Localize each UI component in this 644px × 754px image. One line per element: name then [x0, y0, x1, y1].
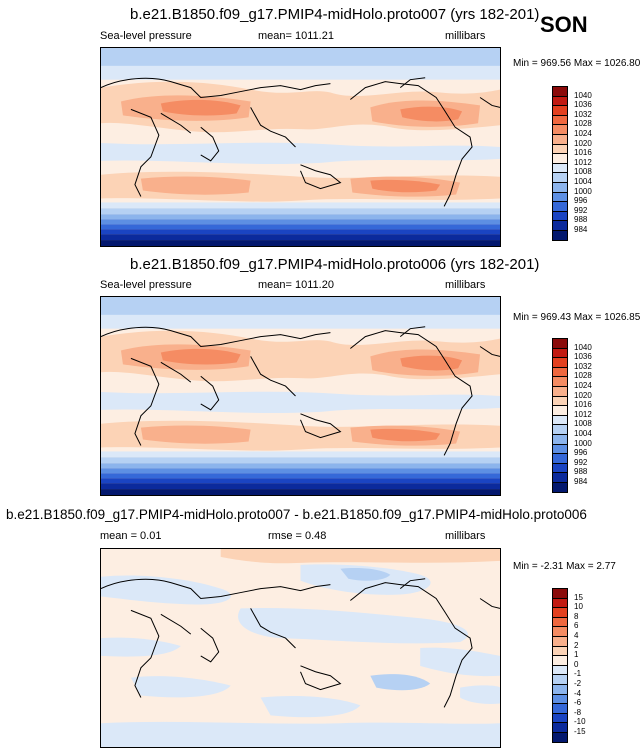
panel-1-colorbar-tick-label: 988	[574, 215, 588, 225]
panel-1-map	[100, 47, 501, 247]
panel-3-colorbar-tick-label: -2	[574, 679, 582, 688]
panel-3-colorbar-tick-label: -4	[574, 688, 582, 698]
panel-3-colorbar-tick-label: 15	[574, 592, 583, 602]
panel-2-colorbar-tick-label: 992	[574, 457, 588, 467]
season-label: SON	[540, 12, 588, 37]
panel-2-title: b.e21.B1850.f09_g17.PMIP4-midHolo.proto0…	[130, 256, 540, 273]
panel-2-minmax: Min = 969.43 Max = 1026.85	[513, 312, 641, 323]
panel-1-colorbar-tick-label: 984	[574, 225, 588, 234]
panel-1-colorbar-tick-label: 1024	[574, 129, 592, 138]
panel-2-colorbar-swatch	[552, 482, 568, 493]
panel-1-title: b.e21.B1850.f09_g17.PMIP4-midHolo.proto0…	[130, 6, 540, 23]
panel-3-minmax: Min = -2.31 Max = 2.77	[513, 561, 616, 572]
panel-1-colorbar-tick-label: 1020	[574, 138, 592, 148]
panel-1-colorbar-tick-label: 1000	[574, 186, 592, 196]
panel-3-colorbar-tick-label: 10	[574, 602, 583, 612]
panel-3-colorbar-tick-label: 8	[574, 611, 579, 621]
panel-1-colorbar-tick-label: 996	[574, 196, 588, 206]
panel-1-mean-label: mean= 1011.21	[258, 30, 334, 42]
panel-2-colorbar-tick-label: 996	[574, 448, 588, 458]
panel-1-colorbar-tick-label: 1032	[574, 109, 592, 119]
panel-2-colorbar-tick-label: 1032	[574, 361, 592, 371]
panel-2-colorbar-tick-label: 1000	[574, 438, 592, 448]
panel-2-colorbar-tick-label: 1004	[574, 429, 592, 438]
panel-2-colorbar-tick-label: 1028	[574, 371, 592, 381]
panel-1-colorbar-tick-label: 1012	[574, 157, 592, 167]
panel-3-colorbar-tick-label: -1	[574, 669, 582, 679]
panel-2-variable-label: Sea-level pressure	[100, 279, 192, 291]
panel-2-colorbar-tick-label: 1040	[574, 342, 592, 352]
panel-1-colorbar-tick-label: 1004	[574, 177, 592, 186]
panel-1-colorbar-tick-label: 1028	[574, 119, 592, 129]
panel-1-colorbar-tick-label: 992	[574, 205, 588, 215]
panel-3-colorbar-tick-label: 6	[574, 621, 579, 631]
panel-2-colorbar-tick-label: 1020	[574, 390, 592, 400]
panel-1-units-label: millibars	[445, 30, 486, 42]
panel-3-colorbar-tick-label: -8	[574, 707, 582, 717]
panel-2-colorbar-tick-label: 988	[574, 467, 588, 477]
panel-1-colorbar-tick-label: 1040	[574, 90, 592, 100]
panel-3-mean-label: mean = 0.01	[100, 530, 162, 542]
panel-3-title: b.e21.B1850.f09_g17.PMIP4-midHolo.proto0…	[6, 507, 587, 522]
panel-1-variable-label: Sea-level pressure	[100, 30, 192, 42]
panel-3-colorbar-tick-label: -6	[574, 698, 582, 708]
panel-3-units-label: millibars	[445, 530, 486, 542]
panel-3-colorbar-swatch	[552, 732, 568, 743]
panel-3-colorbar-tick-label: 0	[574, 659, 579, 669]
panel-1-colorbar-swatch	[552, 230, 568, 241]
panel-3-colorbar-tick-label: 4	[574, 631, 579, 640]
panel-2-colorbar-tick-label: 1012	[574, 409, 592, 419]
panel-1-minmax: Min = 969.56 Max = 1026.80	[513, 58, 641, 69]
panel-2-units-label: millibars	[445, 279, 486, 291]
panel-3-colorbar-tick-label: -10	[574, 717, 586, 727]
panel-3-colorbar-tick-label: -15	[574, 727, 586, 736]
panel-2-colorbar-tick-label: 984	[574, 477, 588, 486]
panel-3-rmse-label: rmse = 0.48	[268, 530, 327, 542]
panel-2-colorbar-tick-label: 1008	[574, 419, 592, 429]
panel-2-map	[100, 296, 501, 496]
panel-2-mean-label: mean= 1011.20	[258, 279, 334, 291]
panel-1-colorbar-tick-label: 1036	[574, 100, 592, 110]
panel-3-colorbar-tick-label: 2	[574, 640, 579, 650]
panel-2-colorbar-tick-label: 1016	[574, 400, 592, 410]
panel-3-map	[100, 548, 501, 748]
panel-1-colorbar-tick-label: 1008	[574, 167, 592, 177]
panel-3-colorbar-tick-label: 1	[574, 650, 579, 660]
panel-2-colorbar-tick-label: 1036	[574, 352, 592, 362]
panel-1-colorbar-tick-label: 1016	[574, 148, 592, 158]
panel-2-colorbar-tick-label: 1024	[574, 381, 592, 390]
